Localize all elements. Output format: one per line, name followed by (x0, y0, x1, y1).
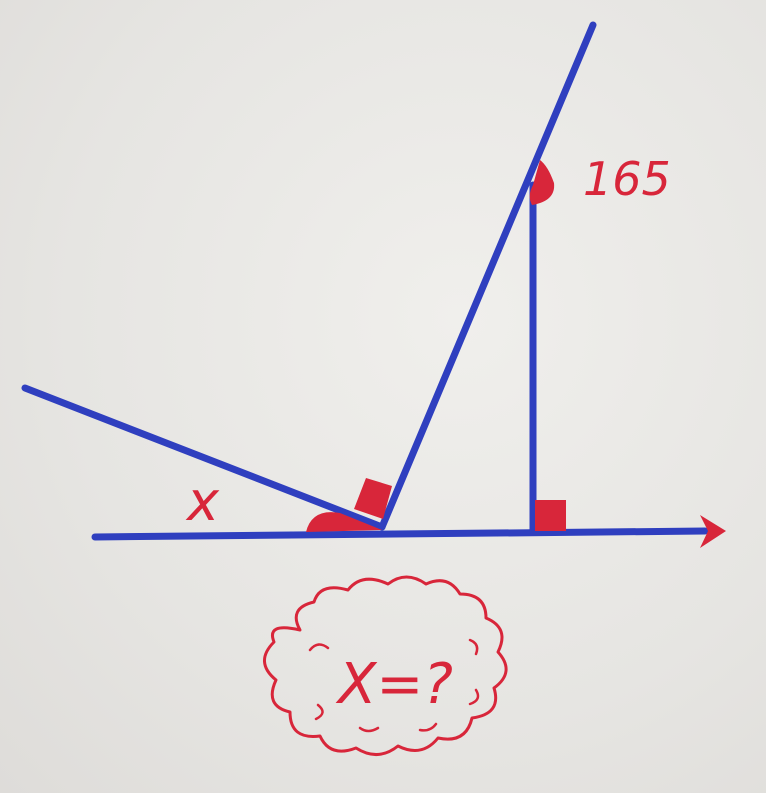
base-ray (91, 527, 709, 541)
right-angle-marker-vertex (354, 478, 392, 519)
angle-x-label: x (185, 470, 220, 533)
tall-slanted-line (378, 21, 597, 531)
base-ray-arrowhead (700, 515, 726, 548)
angle-165-marker (529, 160, 555, 205)
angle-165-label: 165 (583, 152, 671, 206)
angle-x-marker (306, 512, 382, 532)
question-cloud-inner-squiggle (308, 638, 480, 733)
left-slanted-line (21, 384, 386, 531)
question-text: X=? (335, 652, 453, 717)
question-cloud-outline (263, 575, 508, 756)
right-angle-marker-foot (535, 500, 566, 531)
